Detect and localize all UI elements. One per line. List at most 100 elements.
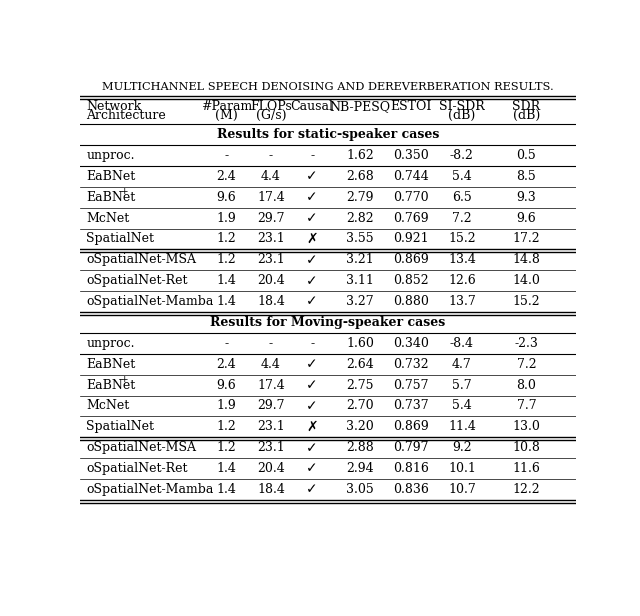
Text: -8.2: -8.2 <box>450 149 474 162</box>
Text: 0.921: 0.921 <box>394 232 429 246</box>
Text: 13.7: 13.7 <box>448 295 476 308</box>
Text: 9.6: 9.6 <box>216 379 236 392</box>
Text: 1.60: 1.60 <box>346 337 374 350</box>
Text: 23.1: 23.1 <box>257 253 285 266</box>
Text: Architecture: Architecture <box>86 108 166 122</box>
Text: 1.9: 1.9 <box>216 399 236 413</box>
Text: ✓: ✓ <box>307 169 318 184</box>
Text: 2.68: 2.68 <box>346 170 374 183</box>
Text: 12.6: 12.6 <box>448 274 476 287</box>
Text: 0.732: 0.732 <box>394 358 429 371</box>
Text: SpatialNet: SpatialNet <box>86 232 154 246</box>
Text: ✓: ✓ <box>307 461 318 476</box>
Text: oSpatialNet-Ret: oSpatialNet-Ret <box>86 274 188 287</box>
Text: -: - <box>310 337 314 350</box>
Text: 29.7: 29.7 <box>257 399 285 413</box>
Text: SDR: SDR <box>513 100 540 113</box>
Text: 14.8: 14.8 <box>513 253 540 266</box>
Text: ✓: ✓ <box>307 440 318 455</box>
Text: EaBNet: EaBNet <box>86 170 136 183</box>
Text: 17.4: 17.4 <box>257 379 285 392</box>
Text: 11.6: 11.6 <box>513 462 540 475</box>
Text: 5.4: 5.4 <box>452 170 472 183</box>
Text: 9.2: 9.2 <box>452 441 472 454</box>
Text: 0.350: 0.350 <box>394 149 429 162</box>
Text: 13.4: 13.4 <box>448 253 476 266</box>
Text: 0.852: 0.852 <box>394 274 429 287</box>
Text: 1.2: 1.2 <box>216 420 236 433</box>
Text: unproc.: unproc. <box>86 337 135 350</box>
Text: 7.7: 7.7 <box>516 399 536 413</box>
Text: -8.4: -8.4 <box>450 337 474 350</box>
Text: 2.75: 2.75 <box>346 379 374 392</box>
Text: 0.797: 0.797 <box>394 441 429 454</box>
Text: 4.7: 4.7 <box>452 358 472 371</box>
Text: Results for Moving-speaker cases: Results for Moving-speaker cases <box>211 316 445 329</box>
Text: 18.4: 18.4 <box>257 295 285 308</box>
Text: 12.2: 12.2 <box>513 483 540 496</box>
Text: ✓: ✓ <box>307 378 318 392</box>
Text: 0.880: 0.880 <box>394 295 429 308</box>
Text: +: + <box>120 375 127 384</box>
Text: -: - <box>269 337 273 350</box>
Text: 0.737: 0.737 <box>394 399 429 413</box>
Text: oSpatialNet-MSA: oSpatialNet-MSA <box>86 441 196 454</box>
Text: 0.770: 0.770 <box>394 191 429 204</box>
Text: 1.9: 1.9 <box>216 212 236 225</box>
Text: 15.2: 15.2 <box>448 232 476 246</box>
Text: 2.88: 2.88 <box>346 441 374 454</box>
Text: ✓: ✓ <box>307 399 318 413</box>
Text: 0.340: 0.340 <box>394 337 429 350</box>
Text: 10.1: 10.1 <box>448 462 476 475</box>
Text: oSpatialNet-MSA: oSpatialNet-MSA <box>86 253 196 266</box>
Text: 20.4: 20.4 <box>257 274 285 287</box>
Text: 14.0: 14.0 <box>513 274 540 287</box>
Text: 0.816: 0.816 <box>394 462 429 475</box>
Text: 3.27: 3.27 <box>346 295 374 308</box>
Text: EaBNet: EaBNet <box>86 379 136 392</box>
Text: FLOPs: FLOPs <box>250 100 292 113</box>
Text: ✓: ✓ <box>307 253 318 267</box>
Text: #Param: #Param <box>201 100 252 113</box>
Text: 23.1: 23.1 <box>257 420 285 433</box>
Text: -: - <box>224 149 228 162</box>
Text: (G/s): (G/s) <box>256 108 286 122</box>
Text: 1.2: 1.2 <box>216 232 236 246</box>
Text: 0.869: 0.869 <box>394 253 429 266</box>
Text: 8.5: 8.5 <box>516 170 536 183</box>
Text: ✗: ✗ <box>307 232 318 246</box>
Text: 9.6: 9.6 <box>216 191 236 204</box>
Text: SpatialNet: SpatialNet <box>86 420 154 433</box>
Text: ✓: ✓ <box>307 357 318 371</box>
Text: 3.11: 3.11 <box>346 274 374 287</box>
Text: NB-PESQ: NB-PESQ <box>330 100 391 113</box>
Text: 1.62: 1.62 <box>346 149 374 162</box>
Text: (dB): (dB) <box>448 108 476 122</box>
Text: ✓: ✓ <box>307 190 318 205</box>
Text: 23.1: 23.1 <box>257 232 285 246</box>
Text: 7.2: 7.2 <box>516 358 536 371</box>
Text: McNet: McNet <box>86 399 130 413</box>
Text: 8.0: 8.0 <box>516 379 536 392</box>
Text: EaBNet: EaBNet <box>86 191 136 204</box>
Text: 29.7: 29.7 <box>257 212 285 225</box>
Text: 3.20: 3.20 <box>346 420 374 433</box>
Text: 0.5: 0.5 <box>516 149 536 162</box>
Text: 2.70: 2.70 <box>346 399 374 413</box>
Text: -: - <box>224 337 228 350</box>
Text: 18.4: 18.4 <box>257 483 285 496</box>
Text: SI-SDR: SI-SDR <box>439 100 484 113</box>
Text: 1.4: 1.4 <box>216 295 236 308</box>
Text: 3.21: 3.21 <box>346 253 374 266</box>
Text: 4.4: 4.4 <box>261 170 281 183</box>
Text: (M): (M) <box>215 108 237 122</box>
Text: ✗: ✗ <box>307 420 318 434</box>
Text: oSpatialNet-Mamba: oSpatialNet-Mamba <box>86 295 214 308</box>
Text: ✓: ✓ <box>307 482 318 496</box>
Text: 15.2: 15.2 <box>513 295 540 308</box>
Text: 17.4: 17.4 <box>257 191 285 204</box>
Text: 0.869: 0.869 <box>394 420 429 433</box>
Text: oSpatialNet-Mamba: oSpatialNet-Mamba <box>86 483 214 496</box>
Text: 23.1: 23.1 <box>257 441 285 454</box>
Text: Causal: Causal <box>291 100 333 113</box>
